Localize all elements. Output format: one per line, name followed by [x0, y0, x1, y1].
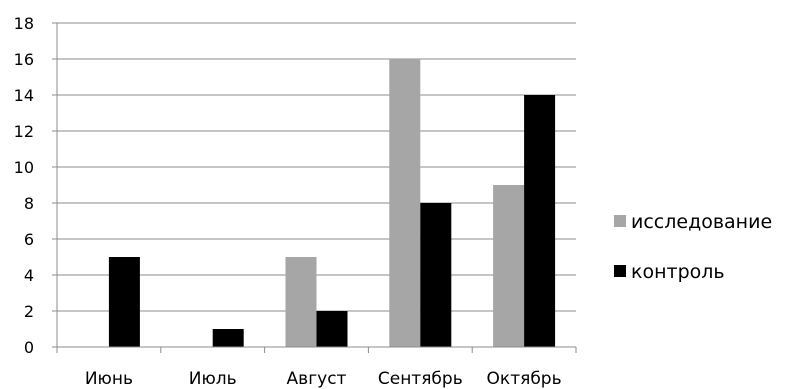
bar-исследование-Октябрь [493, 185, 525, 347]
y-tick-label: 0 [24, 338, 34, 357]
y-tick-label: 12 [14, 122, 34, 141]
bar-исследование-Сентябрь [389, 59, 421, 347]
y-tick-label: 6 [24, 230, 34, 249]
y-tick-label: 4 [24, 266, 34, 285]
legend-label: контроль [631, 261, 725, 283]
y-tick-label: 8 [24, 194, 34, 213]
axes [52, 22, 577, 353]
y-tick-labels: 0 2 4 6 8 10 12 14 16 18 [14, 14, 34, 357]
y-tick-label: 16 [14, 50, 34, 69]
y-tick-label: 14 [14, 86, 34, 105]
y-tick-label: 18 [14, 14, 34, 33]
bar-исследование-Август [285, 257, 317, 347]
x-tick-label: Июнь [85, 369, 133, 389]
x-tick-label: Июль [189, 369, 237, 389]
bars [108, 59, 556, 347]
bar-контроль-Июнь [108, 257, 140, 347]
legend: исследование контроль [614, 211, 772, 283]
legend-swatch-исследование [614, 215, 626, 227]
y-tick-label: 2 [24, 302, 34, 321]
bar-контроль-Июль [212, 329, 244, 347]
bar-контроль-Октябрь [524, 95, 556, 347]
x-tick-label: Август [287, 369, 347, 389]
y-tick-label: 10 [14, 158, 34, 177]
legend-swatch-контроль [614, 265, 626, 277]
legend-label: исследование [631, 211, 772, 233]
x-tick-labels: Июнь Июль Август Сентябрь Октябрь [85, 369, 562, 389]
bar-контроль-Сентябрь [420, 203, 452, 347]
gridlines [57, 22, 576, 312]
x-tick-label: Октябрь [487, 369, 562, 389]
x-tick-label: Сентябрь [378, 369, 463, 389]
bar-контроль-Август [316, 311, 348, 347]
